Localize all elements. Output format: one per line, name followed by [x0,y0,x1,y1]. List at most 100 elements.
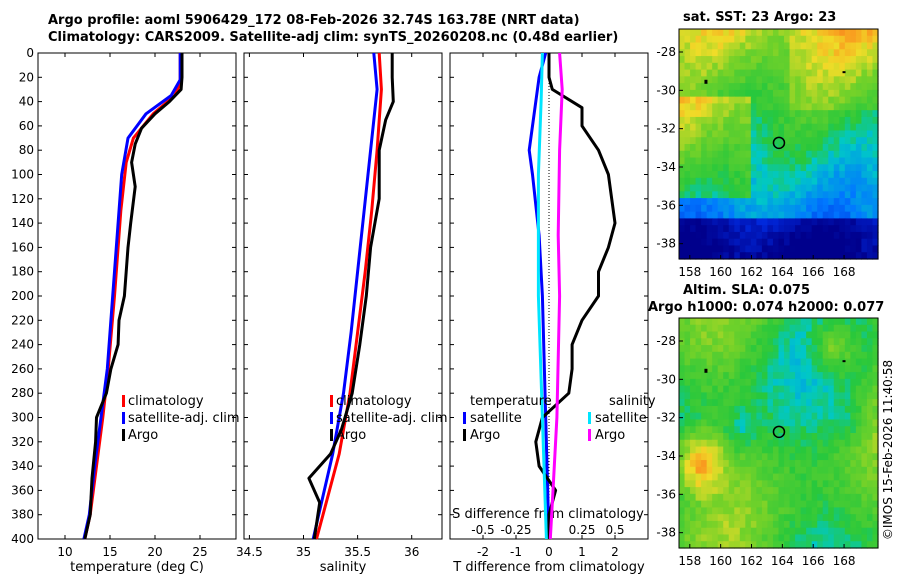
map-cell [734,466,741,475]
legend-swatch [588,412,591,424]
map-cell [789,412,796,421]
map-cell [712,527,719,536]
map-cell [811,164,818,172]
map-cell [833,426,840,434]
map-cell [701,49,708,57]
map-ytick-label: -30 [656,372,676,386]
map-cell [723,399,730,407]
map-cell [855,480,863,488]
map-cell [872,252,879,260]
map-cell [717,460,724,468]
map-cell [789,500,796,509]
map-cell [690,480,697,488]
map-cell [844,164,851,172]
map-cell [706,358,713,366]
map-cell [784,426,791,434]
map-cell [850,385,857,394]
map-cell [750,460,757,468]
map-cell [866,144,874,152]
map-cell [844,405,851,414]
map-cell [828,69,835,77]
map-cell [817,177,824,186]
map-cell [844,225,851,233]
map-cell [872,245,879,253]
map-cell [778,238,785,247]
map-cell [839,184,846,192]
map-cell [756,252,763,260]
map-cell [695,473,702,481]
map-cell [712,76,719,84]
map-cell [822,225,829,233]
ytick-label: 120 [11,192,34,206]
map-cell [795,378,802,387]
legend-label: Argo [595,428,625,443]
map-cell [690,520,697,529]
map-cell [679,198,686,206]
map-cell [695,96,702,105]
map-cell [817,493,824,502]
map-cell [800,520,807,529]
map-cell [839,365,846,373]
map-cell [745,480,752,488]
map-cell [844,453,851,461]
map-cell [706,480,713,488]
map-cell [844,184,851,192]
map-cell [855,500,863,509]
map-cell [817,35,824,44]
map-cell [706,500,713,509]
map-cell [690,96,697,105]
map-cell [739,150,746,159]
map-cell [811,137,818,145]
map-cell [684,103,691,111]
map-cell [784,204,791,213]
map-cell [822,527,829,536]
map-cell [734,500,741,509]
map-cell [828,453,835,461]
map-cell [717,331,724,339]
map-cell [728,405,735,414]
map-cell [866,365,874,373]
map-cell [828,466,835,475]
map-cell [795,405,802,414]
map-cell [684,385,691,394]
map-cell [850,123,857,132]
map-cell [866,399,874,407]
map-cell [695,49,702,57]
map-cell [728,419,735,427]
map-cell [695,137,702,145]
map-cell [833,385,840,394]
map-cell [756,473,763,481]
map-xtick-label: 158 [678,265,701,279]
sla-map-title: Altim. SLA: 0.075 [683,283,810,298]
map-cell [767,365,774,373]
map-cell [684,534,691,542]
map-cell [684,204,691,213]
map-cell [756,144,763,152]
map-cell [789,466,796,475]
map-cell [784,171,791,179]
map-cell [861,252,868,260]
map-cell [850,96,857,105]
map-cell [872,480,879,488]
map-cell [806,338,813,346]
map-cell [756,487,763,495]
map-cell [861,365,868,373]
map-cell [739,245,746,253]
map-cell [690,184,697,192]
map-cell [800,527,807,536]
map-cell [712,157,719,165]
map-cell [784,177,791,186]
map-cell [828,338,835,346]
map-cell [734,144,741,152]
map-cell [822,218,829,226]
map-cell [723,137,730,145]
map-cell [712,412,719,421]
map-cell [761,338,769,346]
map-cell [750,137,757,145]
map-cell [872,439,879,448]
map-cell [822,69,829,77]
map-cell [828,378,835,387]
map-cell [723,42,730,50]
map-cell [717,231,724,240]
map-cell [833,453,840,461]
